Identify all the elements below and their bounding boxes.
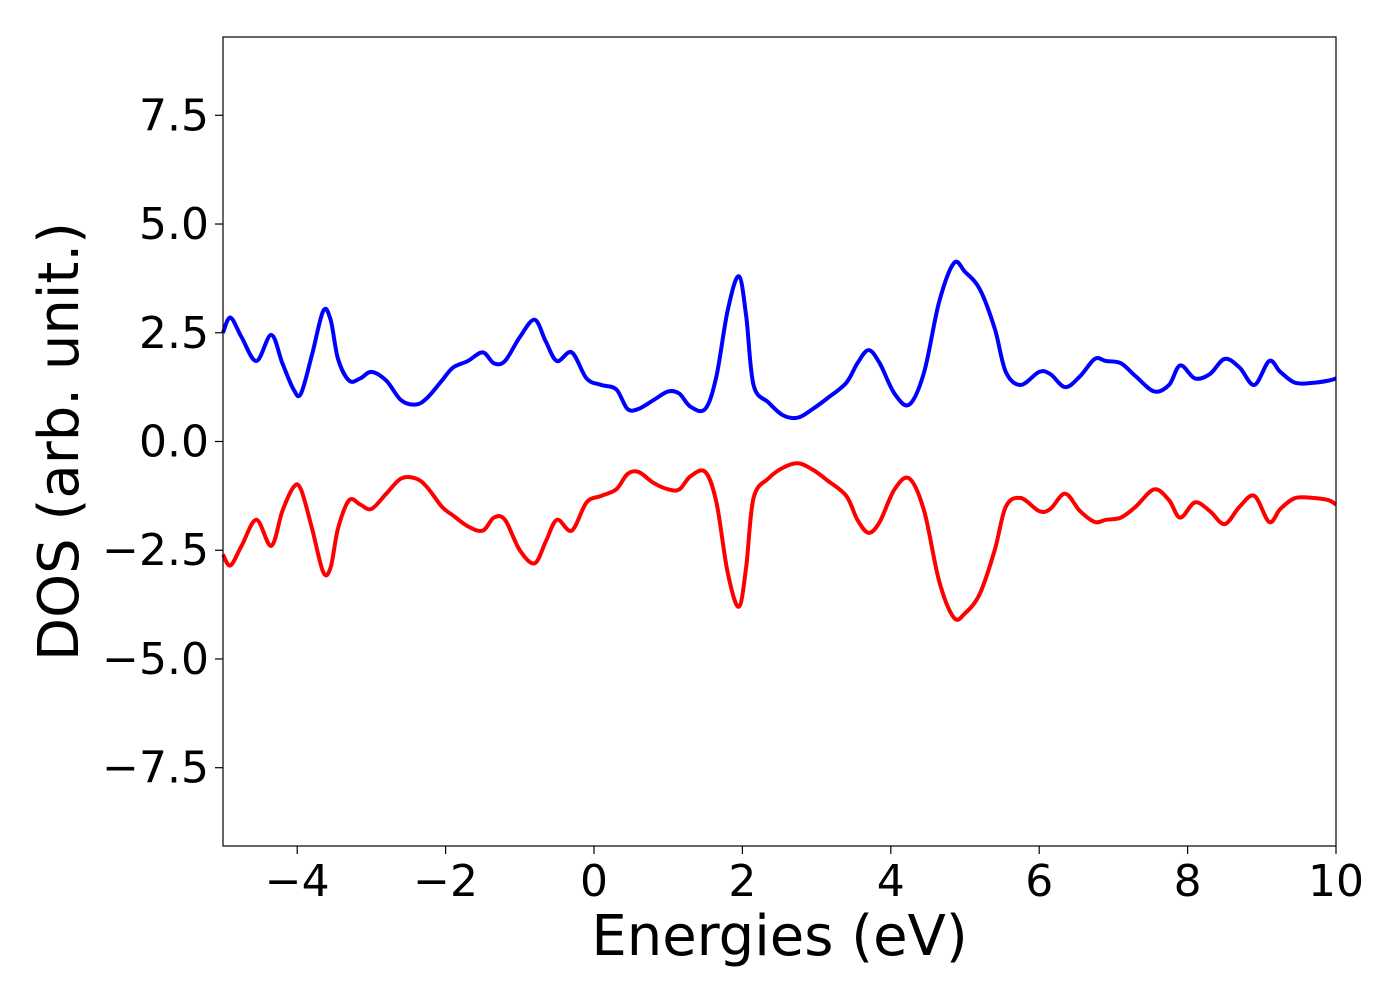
- series-layer: [221, 259, 1338, 622]
- y-tick-label: 0.0: [139, 417, 209, 468]
- y-tick-label: 5.0: [139, 199, 209, 250]
- y-tick-label: 7.5: [139, 90, 209, 141]
- x-tick-label: 2: [728, 856, 756, 907]
- x-tick-label: 4: [877, 856, 905, 907]
- x-tick-label: −4: [265, 856, 330, 907]
- y-tick-label: −5.0: [102, 634, 209, 685]
- x-tick-label: −2: [413, 856, 478, 907]
- y-tick-label: −2.5: [102, 525, 209, 576]
- y-axis-title: DOS (arb. unit.): [27, 222, 92, 661]
- x-tick-label: 10: [1308, 856, 1364, 907]
- x-axis-title: Energies (eV): [591, 904, 967, 969]
- x-axis-ticks: −4 −2 0 2 4 6 8 10: [265, 846, 1364, 907]
- plot-frame: [222, 36, 1337, 847]
- x-tick-label: 8: [1174, 856, 1202, 907]
- y-tick-label: −7.5: [102, 743, 209, 794]
- y-axis-ticks: 7.5 5.0 2.5 0.0 −2.5 −5.0 −7.5: [102, 90, 223, 794]
- x-tick-label: 0: [580, 856, 608, 907]
- series-line-1: [221, 259, 1337, 421]
- x-tick-label: 6: [1025, 856, 1053, 907]
- series-line-2: [221, 461, 1338, 622]
- y-tick-label: 2.5: [139, 308, 209, 359]
